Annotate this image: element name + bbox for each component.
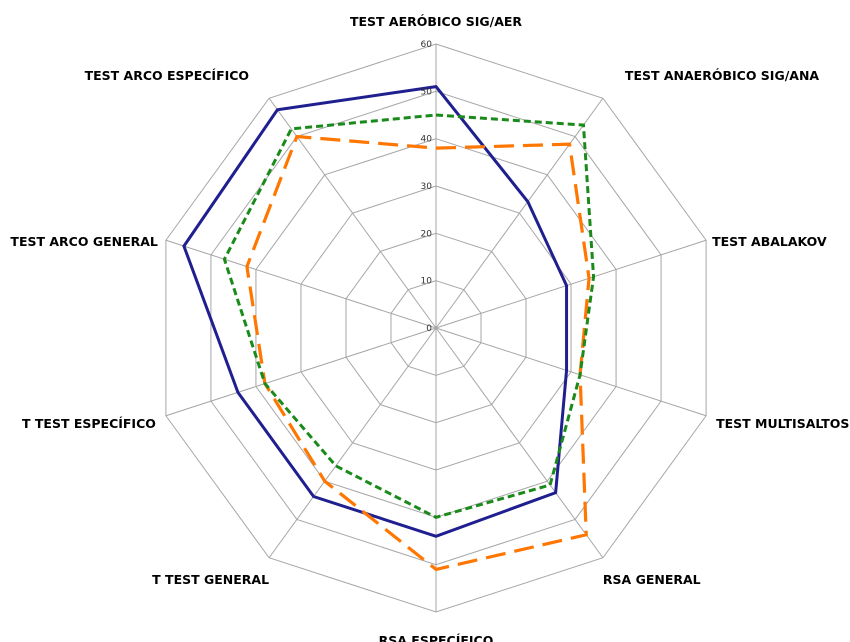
category-label: TEST ABALAKOV xyxy=(712,234,827,249)
category-label: T TEST ESPECÍFICO xyxy=(22,416,156,431)
tick-label: 30 xyxy=(421,182,433,192)
category-label: T TEST GENERAL xyxy=(152,572,269,587)
radar-grid xyxy=(166,44,706,612)
tick-label: 40 xyxy=(421,135,433,145)
tick-label: 20 xyxy=(421,229,433,239)
category-label: TEST ARCO GENERAL xyxy=(10,234,157,249)
series-line-3 xyxy=(224,115,593,517)
category-label: TEST AERÓBICO SIG/AER xyxy=(350,14,522,29)
tick-label: 0 xyxy=(426,324,432,334)
radar-series-group xyxy=(184,87,594,570)
grid-spoke xyxy=(269,328,436,558)
grid-spoke xyxy=(436,98,603,328)
tick-label: 60 xyxy=(421,40,433,50)
category-label: TEST ARCO ESPECÍFICO xyxy=(85,68,249,83)
grid-spoke xyxy=(436,328,603,558)
category-label: TEST ANAERÓBICO SIG/ANA xyxy=(625,68,819,83)
category-label: TEST MULTISALTOS xyxy=(716,416,849,431)
grid-spoke xyxy=(269,98,436,328)
tick-label: 50 xyxy=(421,87,433,97)
category-label: RSA GENERAL xyxy=(603,572,701,587)
tick-label: 10 xyxy=(421,277,433,287)
category-label: RSA ESPECÍFICO xyxy=(379,633,494,642)
radial-tick-labels: 0 10 20 30 40 50 60 xyxy=(421,40,433,334)
